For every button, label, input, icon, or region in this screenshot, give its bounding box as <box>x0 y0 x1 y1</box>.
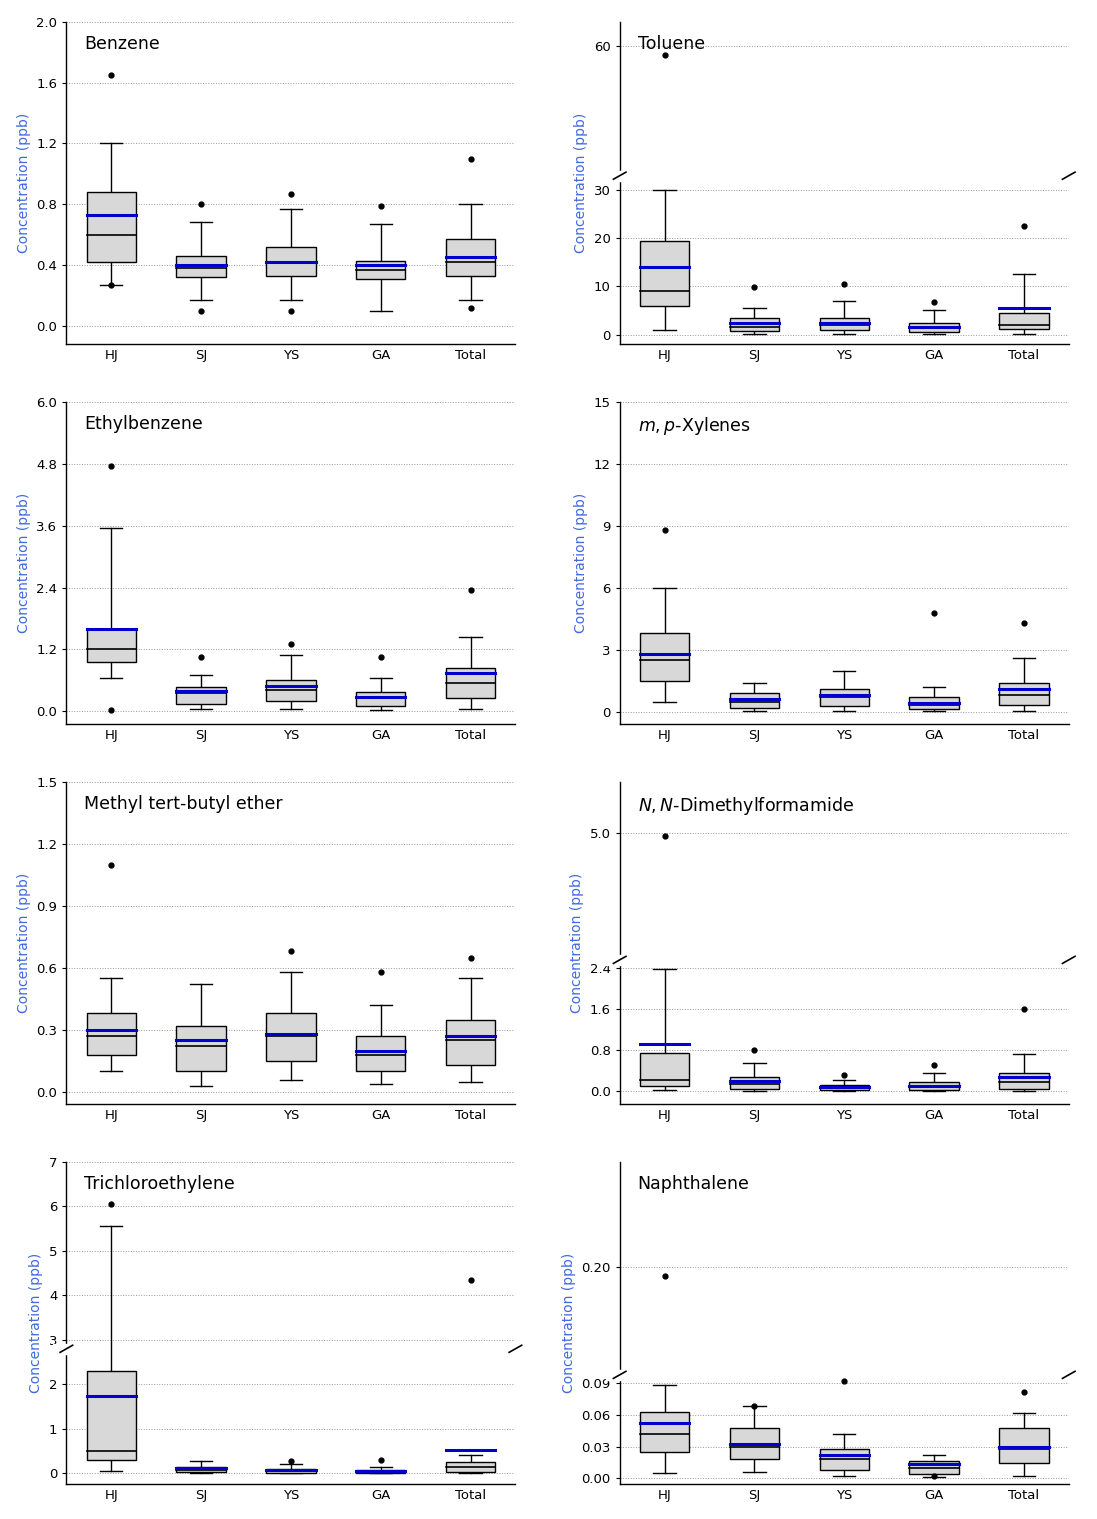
Bar <box>87 191 136 263</box>
Bar <box>1055 170 1083 181</box>
Bar <box>640 633 689 681</box>
Bar <box>177 1025 226 1071</box>
Text: $\it{N,N}$-Dimethylformamide: $\it{N,N}$-Dimethylformamide <box>637 794 853 817</box>
Y-axis label: Concentration (ppb): Concentration (ppb) <box>570 873 584 1013</box>
Bar <box>640 1411 689 1452</box>
Bar <box>357 1036 406 1071</box>
Text: Ethylbenzene: Ethylbenzene <box>84 415 203 433</box>
Text: Benzene: Benzene <box>84 35 160 53</box>
Bar <box>819 1085 869 1091</box>
Y-axis label: Concentration (ppb): Concentration (ppb) <box>16 873 31 1013</box>
Bar <box>445 1019 495 1065</box>
Bar <box>177 255 226 278</box>
Bar <box>909 697 959 709</box>
Text: Methyl tert-butyl ether: Methyl tert-butyl ether <box>84 794 283 813</box>
Bar <box>640 1053 689 1086</box>
Bar <box>730 1077 779 1089</box>
Y-axis label: Concentration (ppb): Concentration (ppb) <box>562 1253 576 1393</box>
Bar <box>1055 1370 1083 1379</box>
Bar <box>730 1428 779 1460</box>
Bar <box>730 693 779 708</box>
Y-axis label: Concentration (ppb): Concentration (ppb) <box>16 492 31 633</box>
Bar <box>445 238 495 276</box>
Bar <box>357 1470 406 1473</box>
Bar <box>909 322 959 331</box>
Bar <box>177 687 226 703</box>
Y-axis label: Concentration (ppb): Concentration (ppb) <box>574 492 588 633</box>
Bar <box>445 667 495 699</box>
Bar <box>357 691 406 706</box>
Bar <box>999 1074 1049 1089</box>
Text: Trichloroethylene: Trichloroethylene <box>84 1174 235 1192</box>
Text: Toluene: Toluene <box>637 35 704 53</box>
Bar <box>357 261 406 279</box>
Bar <box>999 684 1049 705</box>
Y-axis label: Concentration (ppb): Concentration (ppb) <box>574 112 588 254</box>
Bar <box>267 1469 316 1473</box>
Bar <box>502 1344 529 1353</box>
Bar <box>819 690 869 706</box>
Y-axis label: Concentration (ppb): Concentration (ppb) <box>16 112 31 254</box>
Bar <box>87 1372 136 1460</box>
Bar <box>87 1013 136 1054</box>
Bar <box>1055 955 1083 965</box>
Bar <box>909 1082 959 1091</box>
Bar <box>607 170 633 181</box>
Bar <box>267 246 316 276</box>
Bar <box>819 1449 869 1470</box>
Bar <box>445 1463 495 1472</box>
Bar <box>640 240 689 305</box>
Y-axis label: Concentration (ppb): Concentration (ppb) <box>30 1253 43 1393</box>
Bar <box>53 1344 80 1353</box>
Bar <box>177 1467 226 1472</box>
Text: $\it{m,p}$-Xylenes: $\it{m,p}$-Xylenes <box>637 415 750 436</box>
Bar <box>730 317 779 331</box>
Bar <box>267 1013 316 1060</box>
Bar <box>909 1461 959 1473</box>
Bar <box>267 681 316 702</box>
Bar <box>999 313 1049 328</box>
Bar <box>607 1370 633 1379</box>
Text: Naphthalene: Naphthalene <box>637 1174 749 1192</box>
Bar <box>999 1428 1049 1463</box>
Bar <box>607 955 633 965</box>
Bar <box>87 629 136 662</box>
Bar <box>819 317 869 330</box>
